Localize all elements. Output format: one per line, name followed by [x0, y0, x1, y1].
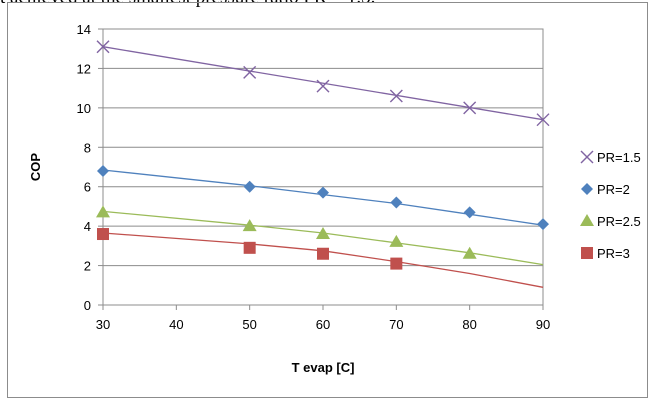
- marker-series-1-point-5: [537, 218, 549, 231]
- marker-series-3-point-0: [97, 228, 109, 241]
- legend-label-series-1: PR=2: [597, 182, 630, 197]
- plot-area-border: [102, 28, 544, 306]
- x-tick-label-50: 50: [242, 317, 256, 332]
- chart-area: [7, 2, 648, 398]
- marker-series-2-point-1: [242, 219, 257, 232]
- trend-line-series-3: [102, 232, 544, 288]
- marker-series-3-point-3: [390, 257, 403, 270]
- marker-series-1-point-2: [317, 186, 329, 199]
- marker-series-3-point-1: [243, 241, 256, 254]
- gridlines: [98, 28, 544, 310]
- marker-series-2-point-4: [462, 246, 477, 259]
- marker-series-3-point-2: [317, 247, 329, 260]
- marker-series-2-point-3: [389, 234, 404, 247]
- trend-line-series-2: [102, 210, 544, 266]
- legend-label-series-3: PR=3: [597, 246, 630, 261]
- data-markers: [96, 40, 550, 270]
- y-tick-label-10: 10: [77, 101, 91, 116]
- y-tick-label-4: 4: [84, 219, 91, 234]
- y-tick-labels: 0 2 4 6 8 10 12 14: [77, 22, 91, 313]
- y-tick-label-8: 8: [84, 140, 91, 155]
- y-tick-label-0: 0: [84, 298, 91, 313]
- y-tick-label-2: 2: [84, 259, 91, 274]
- marker-series-1-point-1: [243, 180, 256, 193]
- legend-marker-series-0: [580, 150, 594, 164]
- y-tick-label-14: 14: [77, 22, 91, 37]
- trend-line-series-1: [102, 169, 544, 226]
- x-tick-labels: 30 40 50 60 70 80 90: [96, 317, 550, 332]
- legend: PR=1.5 PR=2 PR=2.5 PR=3: [580, 150, 641, 261]
- legend-marker-series-2: [580, 214, 594, 226]
- marker-series-0-point-1: [243, 65, 257, 79]
- marker-series-0-point-3: [389, 89, 403, 103]
- trend-line-series-0: [102, 46, 544, 121]
- legend-marker-series-1: [581, 183, 593, 195]
- y-tick-label-12: 12: [77, 61, 91, 76]
- caption-text-fragment: t achieved at the smallest pressure rati…: [0, 0, 656, 9]
- marker-series-1-point-4: [463, 206, 476, 219]
- x-tick-label-70: 70: [389, 317, 403, 332]
- marker-series-0-point-0: [96, 40, 110, 54]
- x-tick-label-90: 90: [536, 317, 550, 332]
- marker-series-2-point-2: [316, 227, 330, 240]
- x-tick-label-30: 30: [96, 317, 110, 332]
- x-tick-label-60: 60: [316, 317, 330, 332]
- marker-series-0-point-4: [463, 101, 477, 115]
- x-axis-title: T evap [C]: [292, 360, 355, 375]
- legend-label-series-0: PR=1.5: [597, 150, 641, 165]
- marker-series-0-point-2: [316, 79, 330, 93]
- x-tick-label-80: 80: [462, 317, 476, 332]
- legend-label-series-2: PR=2.5: [597, 214, 641, 229]
- marker-series-2-point-0: [96, 205, 110, 218]
- x-tick-label-40: 40: [169, 317, 183, 332]
- marker-series-1-point-3: [390, 196, 403, 209]
- legend-marker-series-3: [581, 247, 593, 259]
- y-tick-label-6: 6: [84, 180, 91, 195]
- y-axis-title: COP: [28, 153, 43, 182]
- marker-series-1-point-0: [97, 164, 109, 177]
- marker-series-0-point-5: [536, 113, 550, 127]
